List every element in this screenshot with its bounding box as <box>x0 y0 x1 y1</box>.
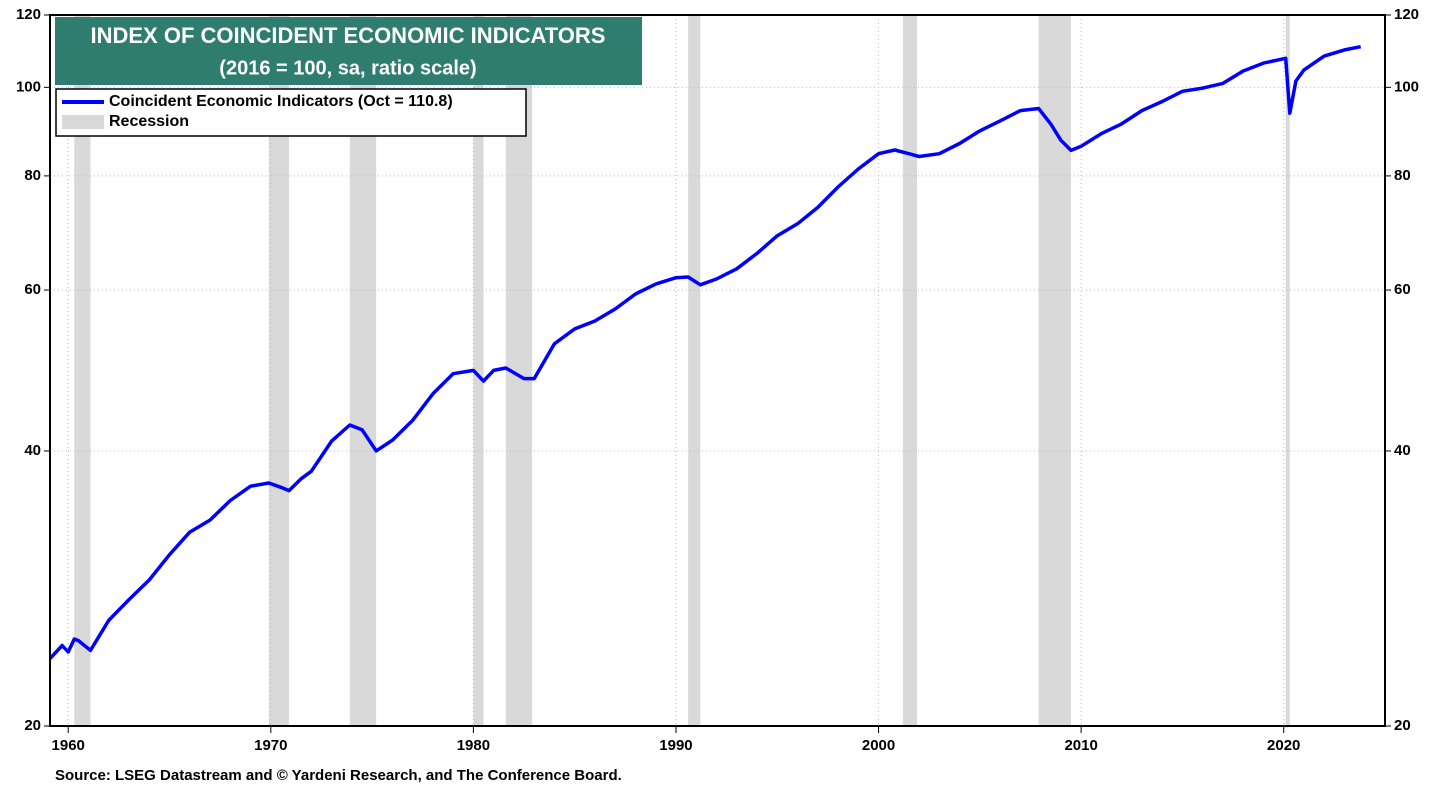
legend <box>55 88 527 137</box>
plot-frame <box>49 14 1386 727</box>
y-tick-label: 60 <box>24 281 41 298</box>
y2-tick-label: 20 <box>1394 717 1411 734</box>
recession-band <box>74 15 91 726</box>
y2-tick-label: 80 <box>1394 167 1411 184</box>
x-tick-label: 1960 <box>52 737 85 754</box>
recession-band <box>473 15 484 726</box>
title-box <box>55 17 642 85</box>
x-tick-label: 2000 <box>862 737 895 754</box>
legend-label: Coincident Economic Indicators (Oct = 11… <box>109 93 453 110</box>
recession-band <box>1038 15 1072 726</box>
recession-band <box>1285 15 1290 726</box>
recession-band <box>688 15 701 726</box>
y2-tick-label: 60 <box>1394 281 1411 298</box>
legend-swatch <box>62 115 104 129</box>
y2-tick-label: 120 <box>1394 6 1419 23</box>
y-tick-label: 100 <box>16 78 41 95</box>
y2-tick-label: 100 <box>1394 78 1419 95</box>
y2-tick-label: 40 <box>1394 442 1411 459</box>
x-tick-label: 2010 <box>1064 737 1097 754</box>
y-tick-label: 40 <box>24 442 41 459</box>
legend-label: Recession <box>109 113 189 130</box>
x-tick-label: 1980 <box>457 737 490 754</box>
chart-subtitle: (2016 = 100, sa, ratio scale) <box>219 57 476 79</box>
y-tick-label: 20 <box>24 717 41 734</box>
data-line <box>48 44 1362 660</box>
x-tick-label: 1970 <box>254 737 287 754</box>
recession-band <box>902 15 918 726</box>
source-note: Source: LSEG Datastream and © Yardeni Re… <box>55 767 622 784</box>
y-tick-label: 120 <box>16 6 41 23</box>
recession-band <box>268 15 290 726</box>
x-tick-label: 2020 <box>1267 737 1300 754</box>
x-tick-label: 1990 <box>659 737 692 754</box>
y-tick-label: 80 <box>24 167 41 184</box>
chart-title: INDEX OF COINCIDENT ECONOMIC INDICATORS <box>91 23 606 48</box>
